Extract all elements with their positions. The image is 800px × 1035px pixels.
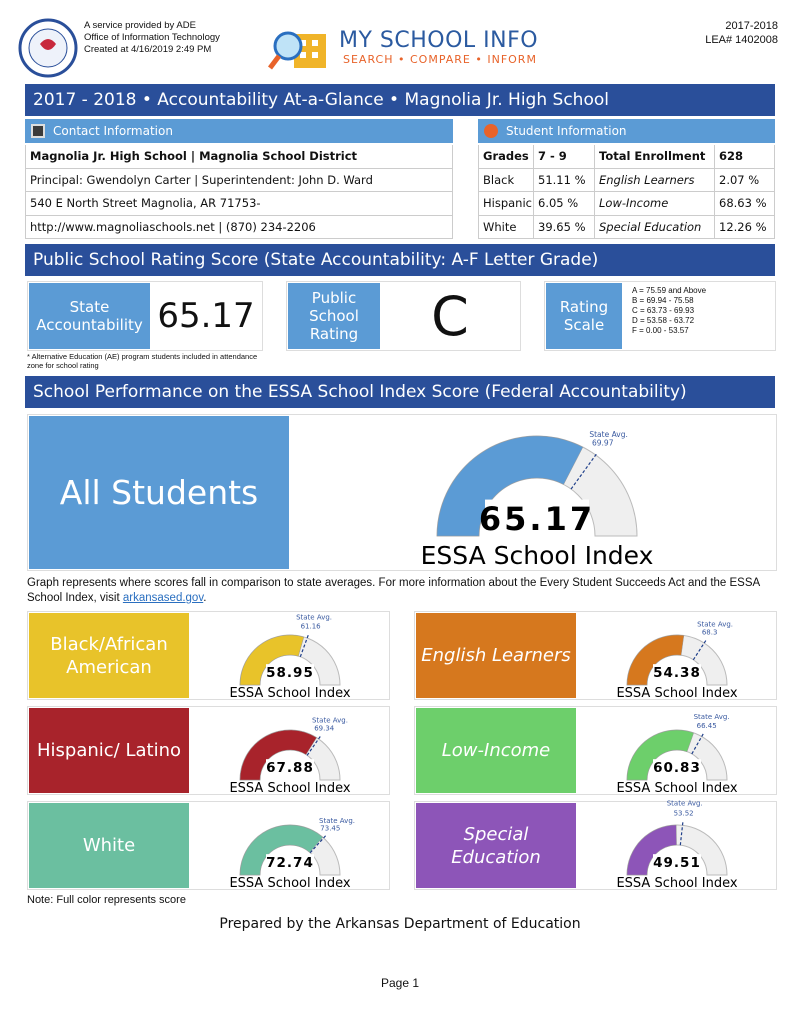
group-label: English Learners bbox=[416, 613, 576, 698]
rating-box bbox=[27, 281, 263, 351]
rating-note: * Alternative Education (AE) program stu… bbox=[27, 352, 258, 370]
student-cell: Hispanic bbox=[478, 192, 533, 216]
title-bar: 2017 - 2018 • Accountability At-a-Glance… bbox=[25, 84, 775, 116]
group-label: Black/African American bbox=[29, 613, 189, 698]
service-line: Office of Information Technology bbox=[84, 32, 220, 43]
group-label: Low-Income bbox=[416, 708, 576, 793]
scale-entry: A = 75.59 and Above bbox=[632, 286, 707, 295]
group-label: White bbox=[29, 803, 189, 888]
student-cell: Low-Income bbox=[594, 192, 714, 216]
student-icon bbox=[484, 124, 498, 138]
explanation-text: . bbox=[203, 592, 207, 604]
group-label: Hispanic/ Latino bbox=[29, 708, 189, 793]
student-cell: Special Education bbox=[594, 215, 714, 239]
student-cell: 51.11 % bbox=[533, 168, 594, 192]
prepared-by: Prepared by the Arkansas Department of E… bbox=[219, 916, 581, 932]
contact-icon bbox=[31, 124, 45, 138]
site-title: MY SCHOOL INFO bbox=[339, 28, 539, 53]
rating-box bbox=[286, 281, 521, 351]
rating-box bbox=[544, 281, 776, 351]
student-cell: Black bbox=[478, 168, 533, 192]
gauge-panel bbox=[27, 414, 777, 571]
gauge-panel bbox=[414, 801, 777, 890]
student-cell: 628 bbox=[714, 145, 775, 169]
group-label: Special Education bbox=[416, 803, 576, 888]
section-heading: Student Information bbox=[478, 119, 775, 143]
essa-note: Note: Full color represents score bbox=[27, 894, 186, 906]
page-number: Page 1 bbox=[380, 976, 420, 990]
section-heading: School Performance on the ESSA School In… bbox=[25, 376, 775, 408]
rating-label: Rating Scale bbox=[546, 283, 622, 349]
student-cell: Grades bbox=[478, 145, 533, 169]
student-cell: 6.05 % bbox=[533, 192, 594, 216]
scale-entry: F = 0.00 - 53.57 bbox=[632, 326, 689, 335]
site-tagline: SEARCH • COMPARE • INFORM bbox=[343, 53, 537, 66]
school-year: 2017-2018 bbox=[725, 20, 778, 32]
scale-entry: C = 63.73 - 69.93 bbox=[632, 306, 695, 315]
student-cell: White bbox=[478, 215, 533, 239]
state-score: 65.17 bbox=[157, 296, 255, 336]
student-cell: 68.63 % bbox=[714, 192, 775, 216]
ade-seal bbox=[18, 18, 78, 78]
service-line: A service provided by ADE bbox=[84, 20, 196, 31]
letter-grade: C bbox=[431, 284, 469, 348]
rating-label: Public School Rating bbox=[288, 283, 380, 349]
gauge-panel bbox=[27, 611, 390, 700]
student-cell: 39.65 % bbox=[533, 215, 594, 239]
scale-entry: B = 69.94 - 75.58 bbox=[632, 296, 694, 305]
scale-entry: D = 53.58 - 63.72 bbox=[632, 316, 695, 325]
lea-number: LEA# 1402008 bbox=[705, 34, 778, 46]
gauge-panel bbox=[27, 801, 390, 890]
student-cell: 7 - 9 bbox=[533, 145, 594, 169]
service-line: Created at 4/16/2019 2:49 PM bbox=[84, 44, 212, 55]
student-cell: English Learners bbox=[594, 168, 714, 192]
gauge-panel bbox=[414, 611, 777, 700]
explanation: Graph represents where scores fall in co… bbox=[27, 576, 777, 608]
student-cell: Total Enrollment bbox=[594, 145, 714, 169]
site-logo-icon bbox=[268, 31, 326, 70]
contact-row: 540 E North Street Magnolia, AR 71753- bbox=[25, 192, 453, 216]
rating-label: State Accountability bbox=[29, 283, 150, 349]
group-label: All Students bbox=[29, 416, 289, 569]
link[interactable]: arkansased.gov bbox=[122, 592, 204, 604]
student-cell: 12.26 % bbox=[714, 215, 775, 239]
contact-row: http://www.magnoliaschools.net | (870) 2… bbox=[25, 215, 453, 239]
gauge-panel bbox=[27, 706, 390, 795]
gauge-panel bbox=[414, 706, 777, 795]
explanation-text: Graph represents where scores fall in co… bbox=[27, 577, 760, 604]
student-cell: 2.07 % bbox=[714, 168, 775, 192]
section-heading: Public School Rating Score (State Accoun… bbox=[25, 244, 775, 276]
contact-row: Magnolia Jr. High School | Magnolia Scho… bbox=[25, 145, 453, 169]
contact-row: Principal: Gwendolyn Carter | Superinten… bbox=[25, 168, 453, 192]
section-heading: Contact Information bbox=[25, 119, 453, 143]
